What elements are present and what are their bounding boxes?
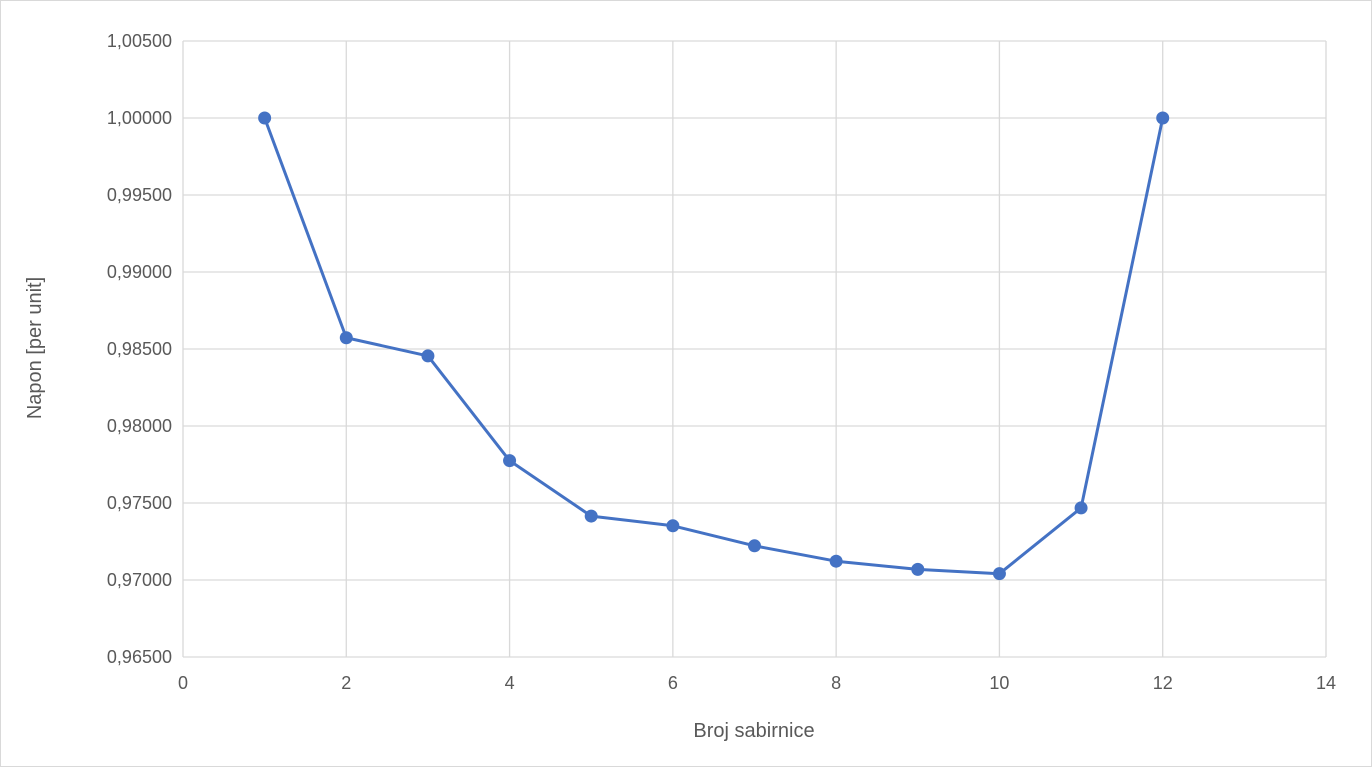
x-tick-label: 4 [505, 673, 515, 693]
x-tick-label: 0 [178, 673, 188, 693]
y-tick-label: 0,99500 [107, 185, 172, 205]
data-point [1156, 111, 1170, 125]
data-point [258, 111, 272, 125]
data-point [666, 519, 680, 533]
y-tick-label: 0,98500 [107, 339, 172, 359]
data-series [258, 111, 1170, 581]
series-line [263, 116, 1165, 576]
x-tick-label: 2 [341, 673, 351, 693]
data-point [503, 454, 517, 468]
data-point [911, 562, 925, 576]
y-tick-label: 0,97500 [107, 493, 172, 513]
x-axis-title: Broj sabirnice [693, 720, 814, 742]
x-axis-tick-labels: 0 2 4 6 8 10 12 14 [178, 673, 1336, 693]
data-point [584, 509, 598, 523]
x-tick-label: 12 [1153, 673, 1173, 693]
gridlines [182, 40, 1327, 658]
data-point [992, 567, 1006, 581]
y-tick-label: 1,00500 [107, 31, 172, 51]
x-tick-label: 6 [668, 673, 678, 693]
y-axis-title: Napon [per unit] [24, 277, 46, 419]
x-tick-label: 8 [831, 673, 841, 693]
y-axis-tick-labels: 0,96500 0,97000 0,97500 0,98000 0,98500 0,990… [107, 31, 172, 667]
x-tick-label: 10 [989, 673, 1009, 693]
y-tick-label: 0,98000 [107, 416, 172, 436]
y-tick-label: 0,97000 [107, 570, 172, 590]
data-point [421, 349, 435, 363]
data-point [339, 331, 353, 345]
y-tick-label: 1,00000 [107, 108, 172, 128]
y-tick-label: 0,99000 [107, 262, 172, 282]
y-tick-label: 0,96500 [107, 647, 172, 667]
data-point [748, 539, 761, 553]
data-point [1074, 501, 1088, 515]
x-tick-label: 14 [1316, 673, 1336, 693]
data-point [829, 554, 843, 568]
